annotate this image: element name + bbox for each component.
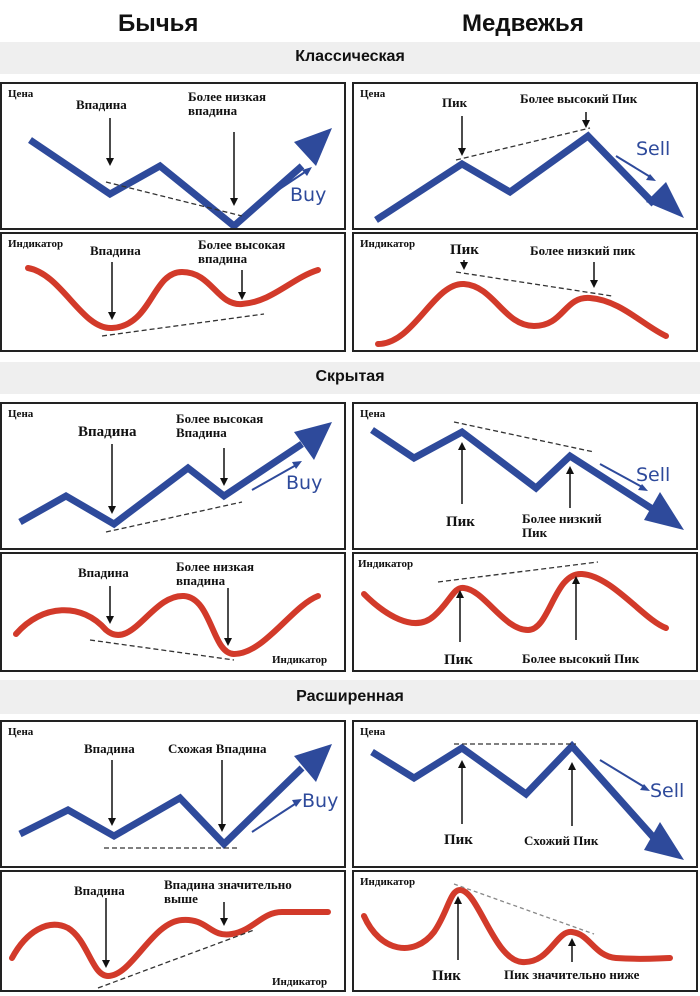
panel-tag: Индикатор [8,238,64,250]
column-title-bull: Бычья [118,10,199,37]
extended-bear-indicator-graph [361,883,673,965]
extended-bull-indicator-graph [9,898,331,989]
panel-tag: Индикатор [360,876,416,888]
panel-extended-bear-indicator: Индикатор Пик Пик значительно ниже [352,870,698,992]
panel-tag: Цена [360,726,386,738]
section-band-extended [0,680,700,714]
panel-hidden-bear-price: Цена Пик Более низкий Пик Sell [352,402,698,550]
lower-peak-label: Более низкий Пик [522,511,602,540]
classic-bull-price-graph [28,118,332,228]
peak-label: Пик [450,242,479,258]
panel-classic-bear-indicator: Индикатор Пик Более низкий пик [352,232,698,352]
panel-tag: Индикатор [272,654,328,666]
section-title-hidden: Скрытая [315,368,385,385]
trough-label: Впадина [78,424,137,440]
panel-classic-bull-indicator: Индикатор Впадина Более высокая впадина [0,232,346,352]
higher-peak-label: Более высокий Пик [522,651,640,666]
panel-tag: Индикатор [358,558,414,570]
trough-label: Впадина [74,883,125,898]
sell-signal: Sell [636,138,671,160]
panel-hidden-bull-price: Цена Впадина Более высокая Впадина Buy [0,402,346,550]
lower-peak-label: Более низкий пик [530,243,636,258]
peak-label: Пик [444,832,473,848]
section-band-hidden [0,362,700,394]
sell-signal: Sell [636,464,671,486]
panel-tag: Индикатор [272,976,328,988]
higher-trough-label: Более высокая Впадина [176,411,264,440]
trough-label: Впадина [90,243,141,258]
panel-tag: Цена [8,88,34,100]
classic-bull-indicator-graph [25,262,321,337]
higher-trough-label: Более высокая впадина [198,237,286,266]
classic-bear-indicator-graph [375,260,669,347]
panel-tag: Цена [8,726,34,738]
section-title-extended: Расширенная [296,688,404,705]
panel-hidden-bear-indicator: Индикатор Пик Более высокий Пик [352,552,698,672]
peak-label: Пик [442,95,468,110]
panel-tag: Индикатор [360,238,416,250]
lower-trough-label: Более низкая впадина [188,89,267,118]
lower-trough-label: Более низкая впадина [176,559,255,588]
trough-label: Впадина [84,741,135,756]
similar-peak-label: Схожий Пик [524,833,599,848]
column-title-bear: Медвежья [462,10,584,37]
section-title-classic: Классическая [295,48,405,65]
panel-tag: Цена [360,88,386,100]
much-higher-trough-label: Впадина значительно выше [164,877,292,906]
buy-signal: Buy [290,184,327,206]
panel-tag: Цена [8,408,34,420]
sell-signal: Sell [650,780,685,802]
panel-hidden-bull-indicator: Впадина Более низкая впадина Индикатор [0,552,346,672]
higher-peak-label: Более высокий Пик [520,91,638,106]
panel-tag: Цена [360,408,386,420]
panel-classic-bull-price: Цена Впадина Более низкая впадина Buy [0,82,346,230]
much-lower-peak-label: Пик значительно ниже [504,967,640,982]
peak-label: Пик [432,968,461,984]
hidden-bull-price-graph [18,422,332,533]
section-band-classic [0,42,700,74]
similar-trough-label: Схожая Впадина [168,741,267,756]
buy-signal: Buy [302,790,339,812]
extended-bear-price-graph [370,740,684,860]
panel-classic-bear-price: Цена Пик Более высокий Пик Sell [352,82,698,230]
hidden-bear-price-graph [370,421,684,530]
hidden-bull-indicator-graph [13,586,321,661]
buy-signal: Buy [286,472,323,494]
trough-label: Впадина [76,97,127,112]
peak-label: Пик [444,652,473,668]
panel-extended-bear-price: Цена Пик Схожий Пик Sell [352,720,698,868]
panel-extended-bull-price: Цена Впадина Схожая Впадина Buy [0,720,346,868]
trough-label: Впадина [78,565,129,580]
classic-bear-price-graph [374,112,684,223]
panel-extended-bull-indicator: Впадина Впадина значительно выше Индикат… [0,870,346,992]
extended-bull-price-graph [18,744,332,849]
hidden-bear-indicator-graph [361,561,669,642]
peak-label: Пик [446,514,475,530]
